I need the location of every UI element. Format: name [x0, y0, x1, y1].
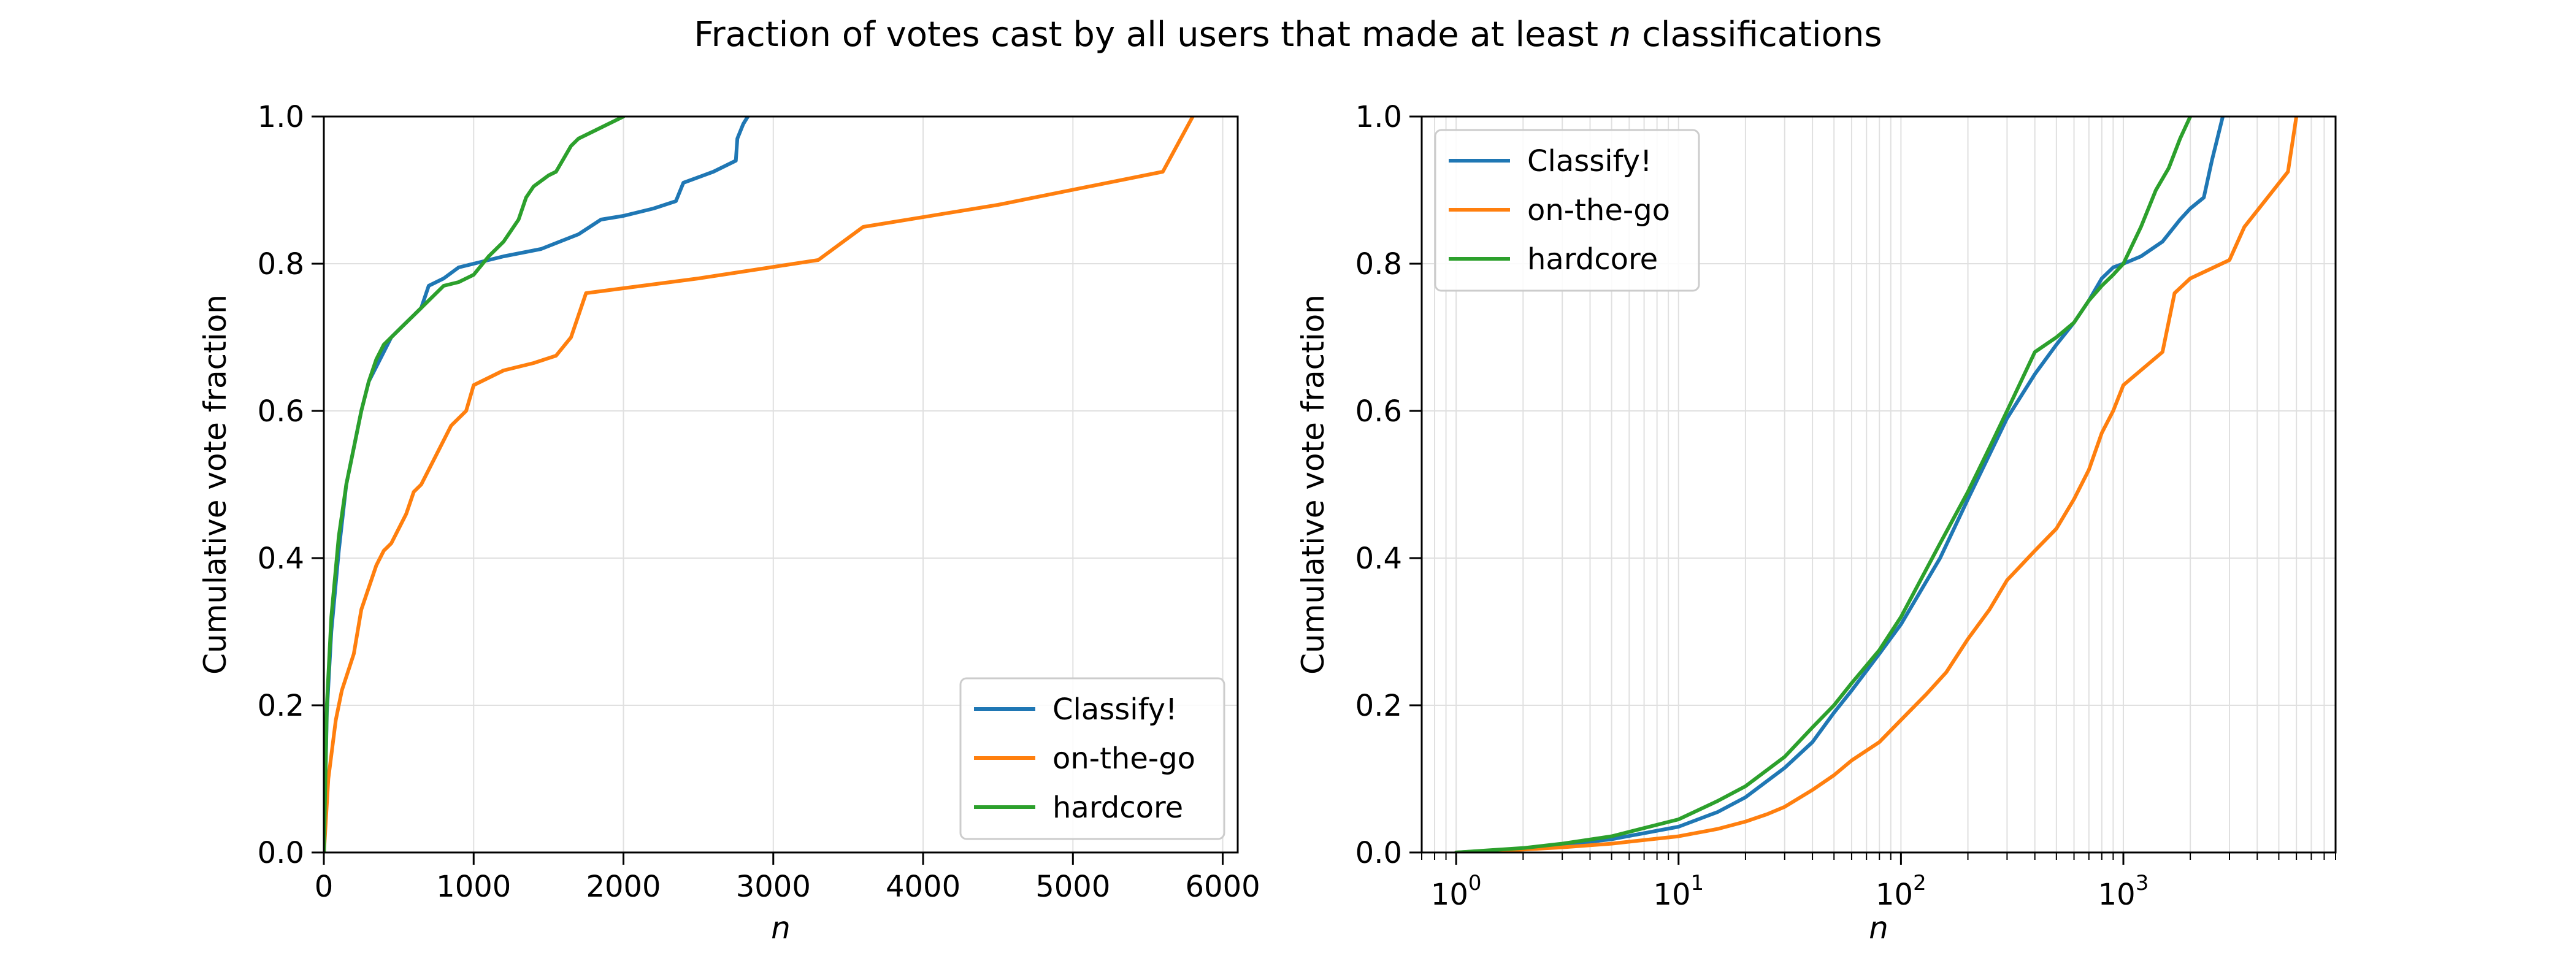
series-line-on-the-go [1454, 117, 2299, 852]
legend-item-classify: Classify! [974, 692, 1177, 727]
x-tick-label: 100 [1431, 871, 1482, 912]
legend-label: hardcore [1052, 791, 1183, 825]
y-axis-label: Cumulative vote fraction [197, 294, 233, 675]
chart-panel-linear: 0 1000 2000 3000 4000 5000 6000 0.0 0.2 0.4 0.6 0.8… [197, 100, 1260, 946]
y-tick-label: 0.4 [258, 542, 304, 576]
legend-item-hardcore: hardcore [1449, 242, 1658, 277]
y-tick-label: 0.8 [258, 247, 304, 282]
legend-label: hardcore [1527, 242, 1658, 277]
legend-item-on-the-go: on-the-go [974, 741, 1195, 776]
y-tick-label: 0.6 [258, 394, 304, 429]
y-axis-ticks: 0.0 0.2 0.4 0.6 0.8 1.0 [258, 100, 324, 870]
legend-label: Classify! [1527, 144, 1652, 178]
x-tick-label: 101 [1653, 871, 1704, 912]
figure-title: Fraction of votes cast by all users that… [694, 15, 1882, 55]
y-tick-label: 0.4 [1355, 542, 1402, 576]
legend: Classify! on-the-go hardcore [1434, 129, 1700, 292]
series-line-classify [1454, 117, 2225, 852]
legend-box [1434, 129, 1700, 292]
legend-label: Classify! [1052, 692, 1177, 727]
chart-panel-log: 100 101 102 103 0.0 0.2 0.4 0.6 0.8 1.0 n Cumulativ… [1295, 100, 2337, 946]
series-line-on-the-go [324, 117, 1195, 852]
legend-item-on-the-go: on-the-go [1449, 193, 1670, 228]
x-tick-label: 4000 [886, 870, 960, 904]
y-axis-label: Cumulative vote fraction [1295, 294, 1331, 675]
x-tick-label: 5000 [1035, 870, 1110, 904]
x-tick-label: 1000 [436, 870, 511, 904]
x-tick-label: 6000 [1185, 870, 1260, 904]
series-line-hardcore [324, 117, 626, 852]
gridlines [1421, 116, 2336, 853]
series-group [1454, 117, 2299, 852]
legend-item-classify: Classify! [1449, 144, 1652, 178]
plot-frame [323, 115, 1239, 854]
y-tick-label: 0.2 [1355, 689, 1402, 723]
y-tick-label: 1.0 [258, 100, 304, 134]
legend-box [959, 677, 1225, 840]
y-tick-label: 0.6 [1355, 394, 1402, 429]
series-group [324, 117, 1195, 852]
y-tick-label: 1.0 [1355, 100, 1402, 134]
x-axis-ticks: 0 1000 2000 3000 4000 5000 6000 [315, 852, 1260, 904]
legend: Classify! on-the-go hardcore [959, 677, 1225, 840]
x-tick-label: 2000 [586, 870, 661, 904]
y-axis-ticks: 0.0 0.2 0.4 0.6 0.8 1.0 [1355, 100, 1422, 870]
legend-item-hardcore: hardcore [974, 791, 1183, 825]
series-line-hardcore [1454, 117, 2193, 852]
legend-label: on-the-go [1527, 193, 1670, 228]
plot-frame [1420, 115, 2337, 854]
x-tick-label: 0 [315, 870, 334, 904]
x-axis-label: n [1869, 910, 1888, 946]
x-axis-label: n [771, 910, 791, 946]
y-tick-label: 0.8 [1355, 247, 1402, 282]
x-tick-label: 3000 [736, 870, 811, 904]
x-tick-label: 103 [2098, 871, 2149, 912]
y-tick-label: 0.2 [258, 689, 304, 723]
x-tick-label: 102 [1876, 871, 1926, 912]
y-tick-label: 0.0 [1355, 836, 1402, 870]
y-tick-label: 0.0 [258, 836, 304, 870]
legend-label: on-the-go [1052, 741, 1195, 776]
x-axis-ticks: 100 101 102 103 [1421, 852, 2336, 912]
